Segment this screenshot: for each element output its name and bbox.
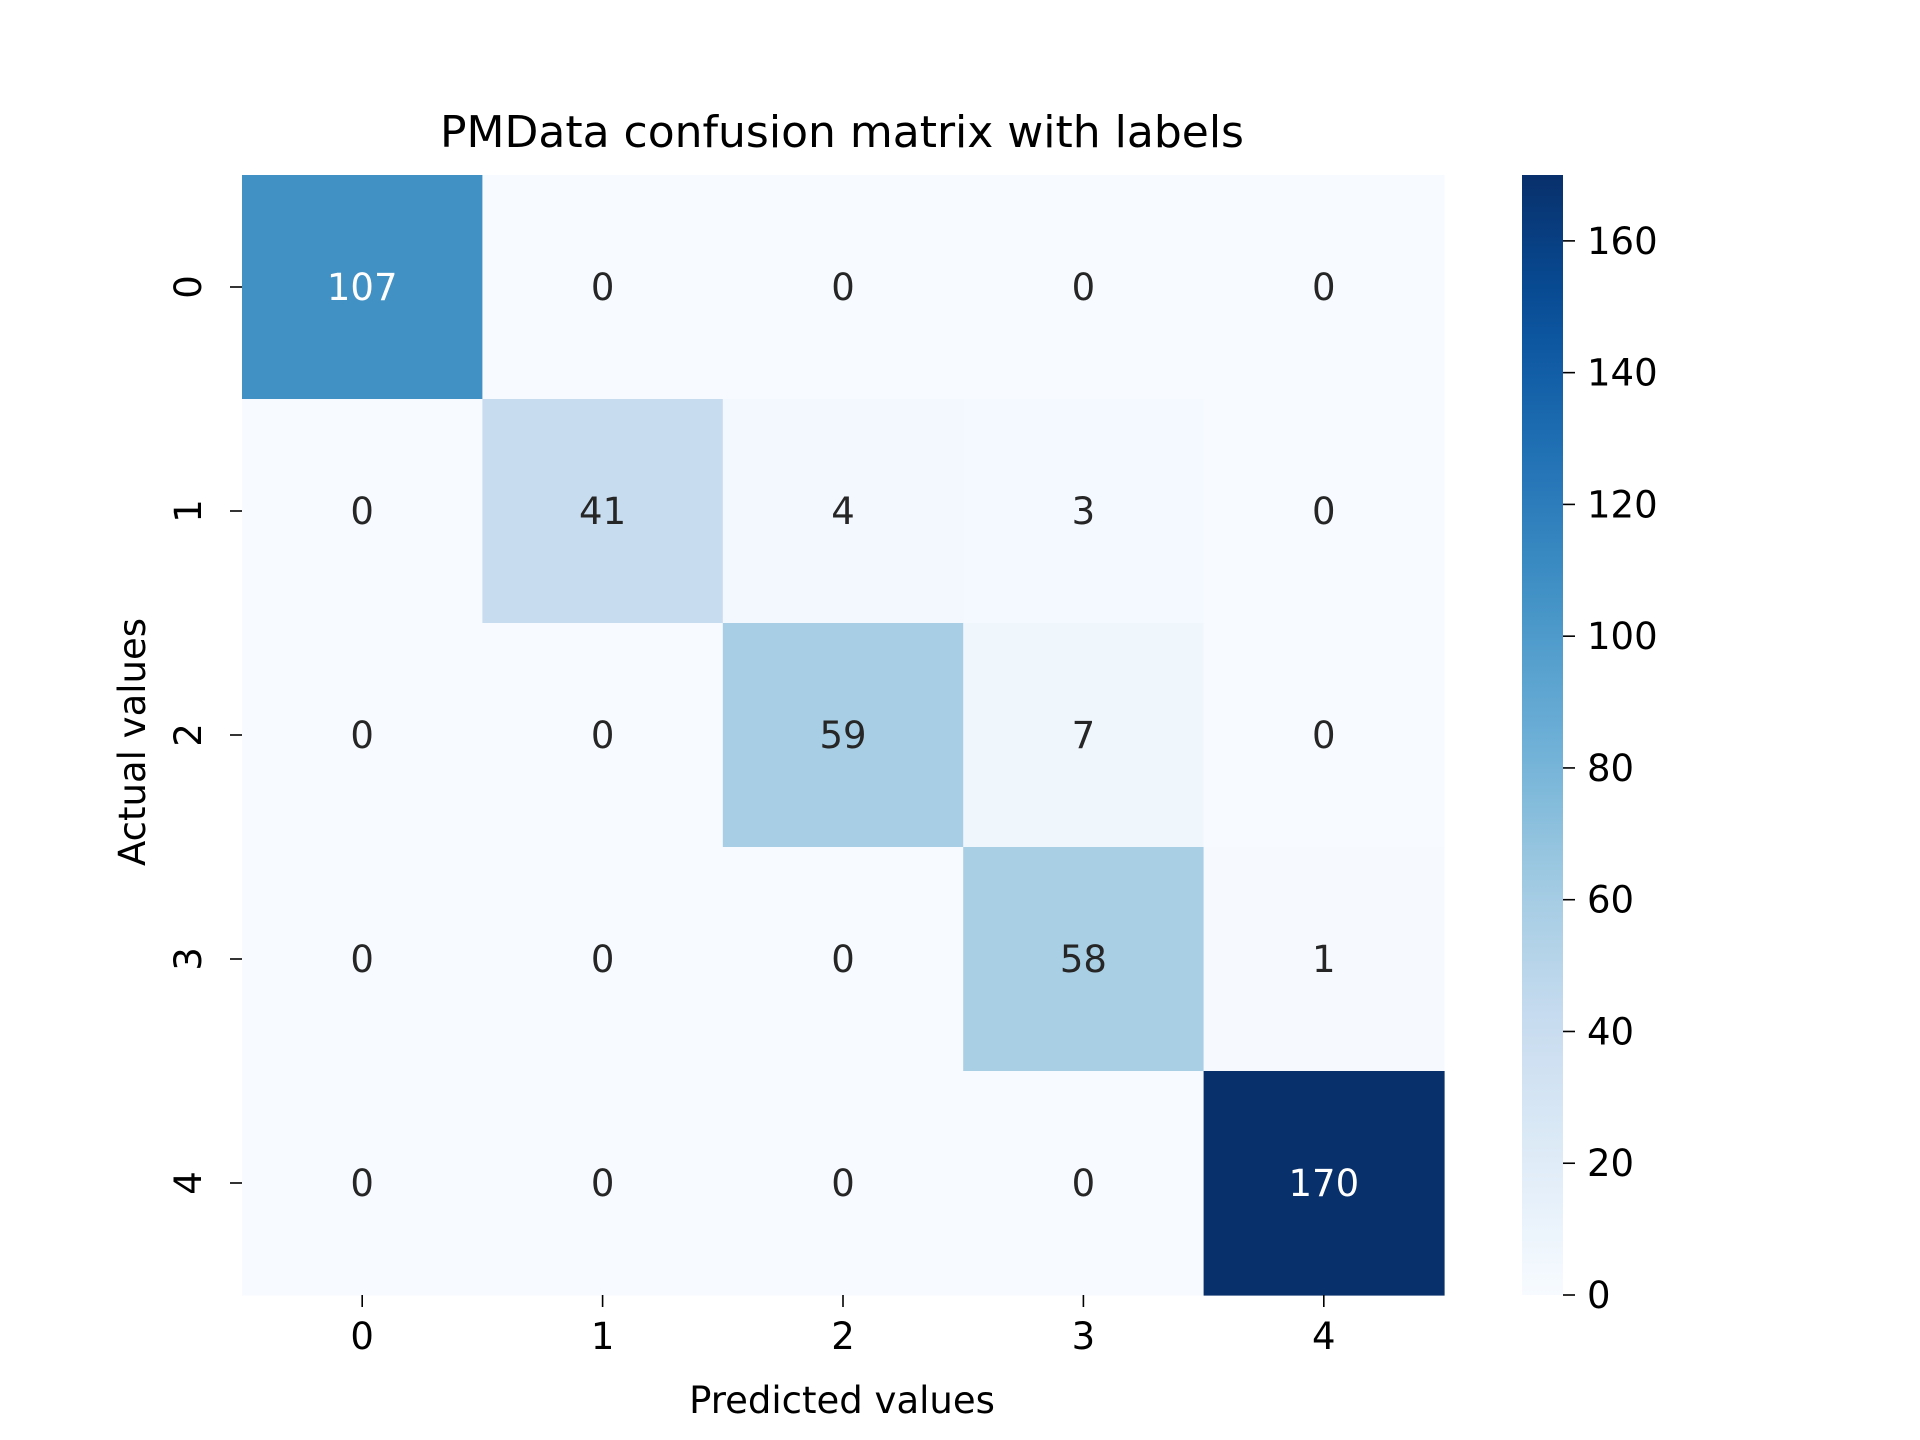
- cell-value-label: 7: [1072, 714, 1096, 757]
- cell-value-label: 0: [831, 938, 855, 981]
- cell-value-label: 0: [350, 490, 374, 533]
- cell-value-label: 0: [1312, 714, 1336, 757]
- x-tick-label: 4: [1312, 1315, 1336, 1358]
- cell-value-label: 0: [831, 266, 855, 309]
- cell-value-label: 0: [1312, 490, 1336, 533]
- cell-value-label: 170: [1288, 1162, 1359, 1205]
- x-tick-label: 1: [591, 1315, 615, 1358]
- colorbar-ticks: 0 20 40 60 80 100 120 140 160: [1563, 220, 1658, 1317]
- heatmap-cell: [242, 1071, 483, 1296]
- cell-value-label: 0: [591, 1162, 615, 1205]
- heatmap-cell: [722, 175, 964, 400]
- heatmap-annotations: 107 0 0 0 0 0 41 4 3 0 0 0 59 7 0 0 0 0 58 1 0 0 0 0 170: [327, 266, 1359, 1205]
- y-tick-label: 0: [167, 275, 210, 299]
- cell-value-label: 0: [350, 938, 374, 981]
- x-tick-label: 0: [350, 1315, 374, 1358]
- colorbar-tick-label: 80: [1587, 747, 1634, 790]
- colorbar-tick-label: 100: [1587, 615, 1658, 658]
- heatmap-cell: [1203, 847, 1445, 1072]
- heatmap-cell: [722, 1071, 964, 1296]
- cell-value-label: 0: [1312, 266, 1336, 309]
- heatmap-cell: [963, 623, 1205, 848]
- y-axis-label: Actual values: [111, 618, 154, 866]
- heatmap-cell: [722, 623, 964, 848]
- y-tick-label: 4: [167, 1171, 210, 1195]
- heatmap-cell: [242, 623, 483, 848]
- cell-value-label: 58: [1060, 938, 1107, 981]
- colorbar-tick-label: 160: [1587, 220, 1658, 263]
- colorbar-tick-label: 20: [1587, 1142, 1634, 1185]
- colorbar-tick-label: 120: [1587, 483, 1658, 526]
- heatmap-cell: [482, 399, 724, 624]
- heatmap-cell: [722, 847, 964, 1072]
- colorbar-tick-label: 40: [1587, 1010, 1634, 1053]
- heatmap-cell: [482, 623, 724, 848]
- heatmap-cell: [1203, 1071, 1445, 1296]
- cell-value-label: 0: [591, 714, 615, 757]
- cell-value-label: 3: [1072, 490, 1096, 533]
- colorbar: [1522, 175, 1563, 1295]
- cell-value-label: 0: [591, 938, 615, 981]
- heatmap-cell: [963, 847, 1205, 1072]
- heatmap-cell: [963, 175, 1205, 400]
- heatmap-cell: [963, 399, 1205, 624]
- heatmap-cell: [722, 399, 964, 624]
- heatmap-cell: [242, 847, 483, 1072]
- x-axis-label: Predicted values: [689, 1379, 995, 1422]
- cell-value-label: 0: [591, 266, 615, 309]
- cell-value-label: 107: [327, 266, 398, 309]
- heatmap-cell: [482, 175, 724, 400]
- cell-value-label: 0: [1072, 1162, 1096, 1205]
- cell-value-label: 0: [831, 1162, 855, 1205]
- x-tick-label: 3: [1072, 1315, 1096, 1358]
- cell-value-label: 59: [819, 714, 866, 757]
- colorbar-tick-label: 140: [1587, 352, 1658, 395]
- cell-value-label: 0: [350, 1162, 374, 1205]
- heatmap-cell: [242, 175, 483, 400]
- heatmap-cell: [1203, 399, 1445, 624]
- y-tick-label: 3: [167, 947, 210, 971]
- heatmap-cell: [482, 847, 724, 1072]
- heatmap-cell: [1203, 623, 1445, 848]
- y-axis-ticks: 0 1 2 3 4: [167, 275, 242, 1195]
- heatmap-cell: [482, 1071, 724, 1296]
- y-tick-label: 2: [167, 723, 210, 747]
- y-tick-label: 1: [167, 499, 210, 523]
- x-axis-ticks: 0 1 2 3 4: [350, 1295, 1336, 1358]
- colorbar-tick-label: 0: [1587, 1274, 1611, 1317]
- x-tick-label: 2: [831, 1315, 855, 1358]
- heatmap-cell: [242, 399, 483, 624]
- heatmap-cell: [1203, 175, 1445, 400]
- heatmap-cells: [242, 175, 1445, 1296]
- colorbar-tick-label: 60: [1587, 879, 1634, 922]
- cell-value-label: 1: [1312, 938, 1336, 981]
- cell-value-label: 4: [831, 490, 855, 533]
- cell-value-label: 0: [350, 714, 374, 757]
- cell-value-label: 41: [579, 490, 626, 533]
- cell-value-label: 0: [1072, 266, 1096, 309]
- chart-title: PMData confusion matrix with labels: [440, 107, 1244, 158]
- heatmap-cell: [963, 1071, 1205, 1296]
